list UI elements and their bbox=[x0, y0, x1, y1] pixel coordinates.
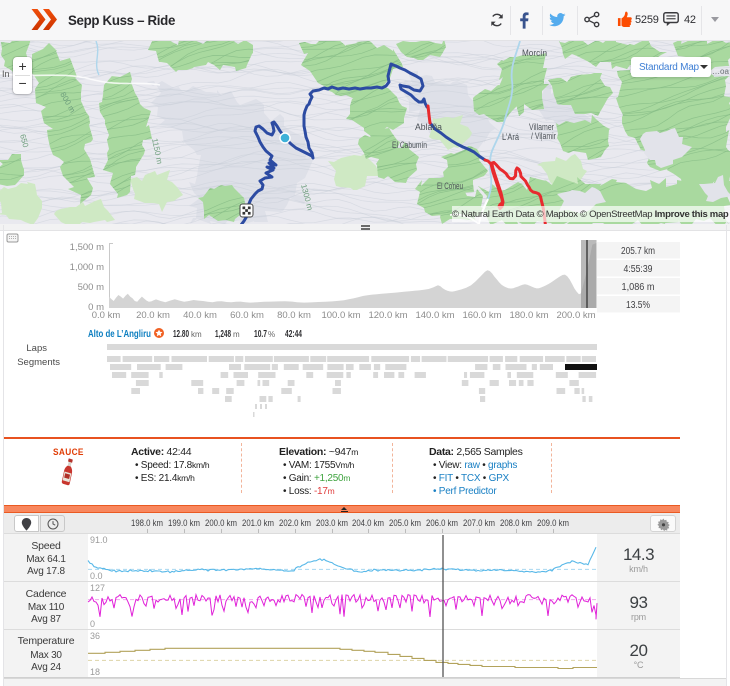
svg-text:203.0 km: 203.0 km bbox=[316, 518, 348, 529]
svg-text:140.0 km: 140.0 km bbox=[415, 310, 454, 321]
svg-text:205.7 km: 205.7 km bbox=[621, 246, 655, 257]
svg-text:42:44: 42:44 bbox=[285, 328, 302, 340]
svg-text:%: % bbox=[268, 330, 275, 339]
svg-text:209.0 km: 209.0 km bbox=[537, 518, 569, 529]
svg-text:1,500 m: 1,500 m bbox=[70, 242, 104, 253]
svg-text:60.0 km: 60.0 km bbox=[230, 310, 264, 321]
svg-text:10.7: 10.7 bbox=[254, 328, 267, 340]
svg-text:202.0 km: 202.0 km bbox=[279, 518, 311, 529]
svg-text:205.0 km: 205.0 km bbox=[389, 518, 421, 529]
svg-text:1,086 m: 1,086 m bbox=[622, 282, 655, 293]
svg-text:km: km bbox=[191, 330, 202, 339]
svg-text:El Coŉeu: El Coŉeu bbox=[437, 181, 463, 191]
svg-text:0 m: 0 m bbox=[88, 302, 104, 313]
svg-text:1,248: 1,248 bbox=[215, 328, 231, 340]
svg-text:120.0 km: 120.0 km bbox=[368, 310, 407, 321]
svg-text:127: 127 bbox=[90, 583, 105, 593]
svg-text:207.0 km: 207.0 km bbox=[463, 518, 495, 529]
svg-text:160.0 km: 160.0 km bbox=[462, 310, 501, 321]
svg-text:Villamer: Villamer bbox=[529, 122, 554, 132]
svg-text:Alto de L’Angliru: Alto de L’Angliru bbox=[88, 328, 151, 340]
svg-text:L’Ará: L’Ará bbox=[502, 132, 519, 142]
svg-text:Laps: Laps bbox=[26, 343, 47, 354]
svg-text:In: In bbox=[2, 69, 10, 79]
svg-text:80.0 km: 80.0 km bbox=[277, 310, 311, 321]
svg-text:Morcín: Morcín bbox=[522, 48, 547, 58]
svg-text:180.0 km: 180.0 km bbox=[509, 310, 548, 321]
svg-text:18: 18 bbox=[90, 667, 100, 677]
svg-text:500 m: 500 m bbox=[78, 282, 104, 293]
svg-text:91.0: 91.0 bbox=[90, 535, 108, 545]
svg-text:650: 650 bbox=[18, 133, 30, 149]
svg-text:4:55:39: 4:55:39 bbox=[624, 264, 653, 275]
svg-text:36: 36 bbox=[90, 631, 100, 641]
svg-text:208.0 km: 208.0 km bbox=[500, 518, 532, 529]
svg-text:201.0 km: 201.0 km bbox=[242, 518, 274, 529]
svg-text:0.0 km: 0.0 km bbox=[92, 310, 121, 321]
svg-text:206.0 km: 206.0 km bbox=[426, 518, 458, 529]
svg-text:200.0 km: 200.0 km bbox=[205, 518, 237, 529]
svg-text:199.0 km: 199.0 km bbox=[168, 518, 200, 529]
svg-text:204.0 km: 204.0 km bbox=[352, 518, 384, 529]
svg-text:198.0 km: 198.0 km bbox=[131, 518, 163, 529]
svg-text:0.0: 0.0 bbox=[90, 571, 103, 581]
svg-text:40.0 km: 40.0 km bbox=[183, 310, 217, 321]
svg-text:Ablaña: Ablaña bbox=[415, 122, 442, 132]
svg-text:20.0 km: 20.0 km bbox=[136, 310, 170, 321]
svg-text:12.80: 12.80 bbox=[173, 328, 189, 340]
svg-text:13.5%: 13.5% bbox=[626, 300, 650, 311]
svg-text:…oa: …oa bbox=[712, 67, 729, 76]
svg-text:1,000 m: 1,000 m bbox=[70, 262, 104, 273]
svg-text:El Cabumín: El Cabumín bbox=[392, 140, 427, 150]
svg-text:/ Viļamir: / Viļamir bbox=[531, 131, 556, 141]
svg-text:100.0 km: 100.0 km bbox=[321, 310, 360, 321]
svg-text:m: m bbox=[233, 330, 240, 339]
svg-text:0: 0 bbox=[90, 619, 95, 629]
svg-text:200.0 km: 200.0 km bbox=[556, 310, 595, 321]
svg-text:Segments: Segments bbox=[17, 357, 60, 368]
